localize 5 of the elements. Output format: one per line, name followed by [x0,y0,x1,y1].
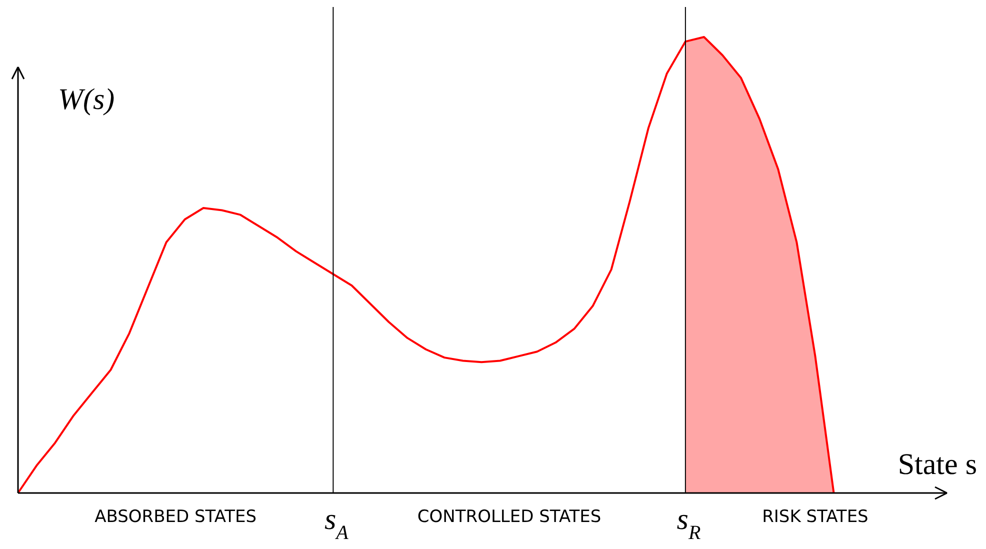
y-axis-title: W(s) [58,83,115,116]
text: ABSORBED STATES [94,507,257,527]
text: RISK STATES [762,507,868,527]
x-axis-title: State s [898,448,977,481]
text: CONTROLLED STATES [417,507,602,527]
